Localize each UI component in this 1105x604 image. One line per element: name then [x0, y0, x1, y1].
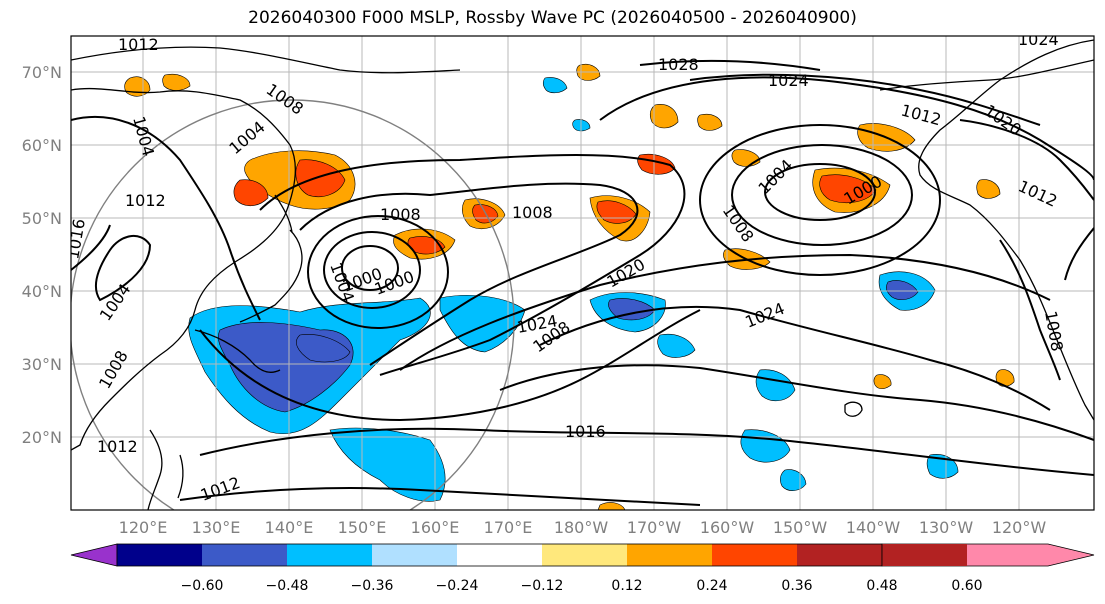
lat-label: 20°N [22, 428, 62, 447]
colorbar-tick: −0.48 [266, 578, 309, 594]
colorbar-left-extend [70, 543, 118, 567]
colorbar-segment [202, 544, 287, 566]
colorbar-segment [882, 544, 967, 566]
colorbar-segment [627, 544, 712, 566]
longitude-labels: 120°E 130°E 140°E 150°E 160°E 170°E 180°… [119, 518, 1047, 537]
colorbar-frame [116, 543, 883, 567]
plot-frame [70, 35, 1095, 511]
lon-label: 130°E [192, 518, 241, 537]
isobar-label: 1008 [512, 203, 553, 222]
colorbar-segment [457, 544, 542, 566]
colorbar-segment [287, 544, 372, 566]
colorbar: −0.60 −0.48 −0.36 −0.24 −0.12 0.12 0.24 … [70, 543, 1095, 594]
coastlines [71, 39, 1094, 510]
colorbar-segment [117, 544, 202, 566]
lon-label: 140°E [265, 518, 314, 537]
lon-label: 140°W [846, 518, 901, 537]
lon-label: 160°W [700, 518, 755, 537]
colorbar-tick: −0.36 [351, 578, 394, 594]
isobar-label: 1012 [118, 35, 159, 54]
colorbar-tick: 0.36 [781, 578, 812, 594]
plot-area [71, 36, 1094, 510]
isobars [71, 59, 1094, 506]
isobar-label: 1012 [125, 191, 166, 210]
lon-label: 120°E [119, 518, 168, 537]
lon-label: 150°W [773, 518, 828, 537]
colorbar-tick: 0.48 [866, 578, 897, 594]
colorbar-segment [797, 544, 882, 566]
colorbar-segment [372, 544, 457, 566]
lon-label: 130°W [919, 518, 974, 537]
colorbar-tick: −0.60 [181, 578, 224, 594]
lat-label: 70°N [22, 63, 62, 82]
range-circle [71, 99, 515, 510]
isobar-label: 1024 [768, 71, 809, 90]
colorbar-tick: −0.24 [436, 578, 479, 594]
isobar-label: 1024 [1018, 30, 1059, 49]
lon-label: 120°W [992, 518, 1047, 537]
isobar-label: 1012 [97, 437, 138, 456]
lon-label: 180°W [554, 518, 609, 537]
lat-label: 40°N [22, 282, 62, 301]
colorbar-tick: 0.12 [611, 578, 642, 594]
lon-label: 160°E [411, 518, 460, 537]
isobar-label: 1008 [380, 205, 421, 224]
colorbar-segment [542, 544, 627, 566]
colorbar-ticks: −0.60 −0.48 −0.36 −0.24 −0.12 0.12 0.24 … [181, 578, 983, 594]
colorbar-tick: −0.12 [521, 578, 564, 594]
lon-label: 150°E [338, 518, 387, 537]
colorbar-tick: 0.24 [696, 578, 727, 594]
lon-label: 170°W [627, 518, 682, 537]
latitude-labels: 70°N 60°N 50°N 40°N 30°N 20°N [22, 63, 62, 447]
lat-label: 60°N [22, 136, 62, 155]
lat-label: 30°N [22, 355, 62, 374]
colorbar-tick: 0.60 [951, 578, 982, 594]
negative-anomaly-shading [188, 77, 959, 502]
isobar-label: 1016 [565, 422, 606, 441]
colorbar-segment [712, 544, 797, 566]
lat-label: 50°N [22, 209, 62, 228]
isobar-label: 1028 [658, 55, 699, 74]
map-title: 2026040300 F000 MSLP, Rossby Wave PC (20… [248, 8, 857, 28]
lon-label: 170°E [484, 518, 533, 537]
